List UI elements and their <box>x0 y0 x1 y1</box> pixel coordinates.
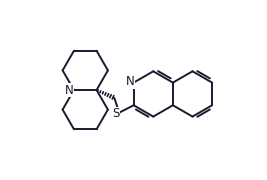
Text: N: N <box>65 84 73 96</box>
Text: N: N <box>126 75 135 88</box>
Text: S: S <box>112 107 120 120</box>
